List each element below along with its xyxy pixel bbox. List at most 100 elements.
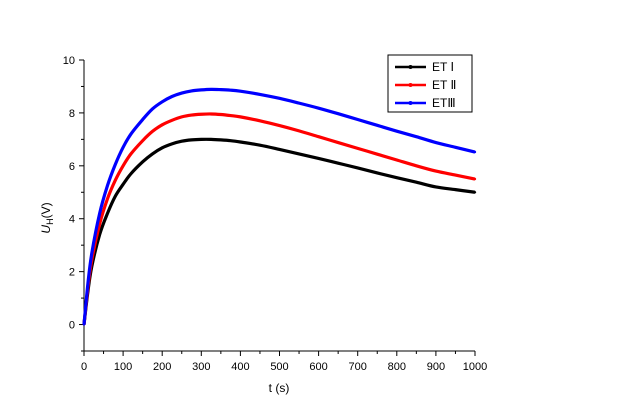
legend-label-1: ET Ⅰ: [432, 60, 454, 74]
series-3-point: [454, 146, 457, 149]
series-2-point: [278, 124, 281, 127]
x-tick-label: 900: [427, 361, 445, 373]
series-3-point: [170, 95, 174, 98]
series-2-point: [219, 113, 223, 116]
series-2-point: [454, 173, 457, 177]
series-2-point: [258, 119, 262, 123]
series-3-point: [114, 163, 117, 166]
series-1-point: [317, 157, 320, 160]
series-3-point: [376, 124, 379, 127]
series-2-point: [161, 123, 164, 127]
series-1-point: [415, 181, 418, 184]
series-1-point: [376, 171, 379, 175]
series-1-point: [356, 166, 359, 170]
series-3-point: [434, 141, 438, 144]
y-tick-label: 0: [69, 320, 75, 332]
series-3-point: [98, 212, 101, 215]
legend: ET Ⅰ ET Ⅱ ETⅢ: [387, 54, 473, 113]
series-3-point: [90, 251, 94, 255]
series-3-point: [200, 88, 203, 92]
series-3-point: [82, 323, 86, 326]
series-2-point: [151, 130, 154, 133]
x-ticks: 0 100 200 300 400 500 600 700 800 900 1000: [81, 351, 487, 373]
series-3-point: [395, 129, 398, 133]
series-2-point: [317, 135, 320, 138]
x-tick-label: 400: [231, 361, 249, 373]
x-axis-title: t (s): [269, 381, 290, 395]
series-3-point: [180, 91, 183, 95]
legend-label-3: ETⅢ: [432, 96, 456, 110]
series-3-point: [190, 89, 193, 93]
series-1-point: [200, 138, 203, 141]
series-3-point: [219, 88, 223, 91]
series-1-point: [141, 160, 144, 164]
y-tick-label: 6: [69, 161, 75, 173]
y-tick-label: 8: [69, 108, 75, 120]
series-1-point: [170, 142, 174, 146]
series-2-point: [129, 152, 133, 156]
y-axis-title-sub: H: [45, 218, 55, 225]
series-2-point: [180, 115, 183, 119]
series-3-point: [106, 184, 109, 187]
series-2-point: [200, 113, 203, 116]
x-tick-label: 1000: [463, 361, 487, 373]
series-2-point: [376, 152, 379, 156]
series-1-point: [278, 148, 281, 151]
series-1-point: [114, 195, 117, 198]
legend-label-2: ET Ⅱ: [432, 78, 456, 92]
x-tick-label: 700: [349, 361, 367, 373]
series-1-point: [336, 161, 340, 165]
series-1-point: [454, 188, 457, 191]
series-3-point: [278, 97, 281, 100]
series-3-point: [473, 150, 477, 154]
series-3-point: [415, 135, 418, 138]
series-2-point: [106, 197, 109, 201]
series-1-point: [434, 185, 438, 189]
series-1-point: [180, 140, 183, 143]
series-2-point: [121, 164, 125, 168]
series-1-point: [219, 138, 223, 142]
series-1-point: [258, 143, 262, 147]
y-axis-title-unit: (V): [39, 202, 53, 218]
series-2-point: [141, 139, 144, 142]
series-layer: [82, 87, 477, 326]
series-3-point: [161, 100, 164, 103]
legend-marker-1: [408, 65, 413, 69]
series-1-point: [239, 140, 242, 144]
x-tick-label: 800: [388, 361, 406, 373]
series-1-point: [129, 172, 133, 175]
axes: 0 100 200 300 400 500 600 700 800 900 1000 0 2 4 6 8 10: [63, 55, 487, 373]
series-line-2: [82, 112, 476, 325]
series-2-point: [297, 129, 301, 133]
series-3-point: [121, 146, 125, 149]
y-axis-title-main: U: [39, 225, 53, 234]
series-3-point: [317, 106, 320, 110]
x-tick-label: 0: [81, 361, 87, 373]
series-1-point: [395, 176, 398, 179]
series-2-point: [356, 147, 359, 150]
x-tick-label: 500: [270, 361, 288, 373]
series-1-point: [473, 191, 477, 194]
series-3-point: [129, 132, 133, 136]
y-axis-title: UH(V): [39, 202, 55, 233]
series-3-point: [141, 118, 144, 121]
y-tick-label: 10: [63, 55, 75, 67]
series-3-point: [151, 107, 154, 111]
y-tick-label: 2: [69, 267, 75, 279]
series-2-point: [114, 179, 117, 182]
series-1-point: [297, 152, 301, 156]
series-1-point: [229, 139, 232, 142]
series-1-point: [190, 138, 193, 142]
series-3-point: [336, 112, 340, 115]
series-2-point: [473, 177, 477, 181]
series-2-point: [229, 114, 232, 117]
x-tick-label: 300: [192, 361, 210, 373]
series-2-point: [170, 119, 174, 122]
series-1-point: [209, 138, 213, 141]
series-2-point: [239, 115, 242, 119]
series-1-point: [151, 152, 154, 156]
series-2-point: [336, 141, 340, 144]
series-2-point: [434, 169, 438, 173]
series-1-point: [161, 146, 164, 150]
